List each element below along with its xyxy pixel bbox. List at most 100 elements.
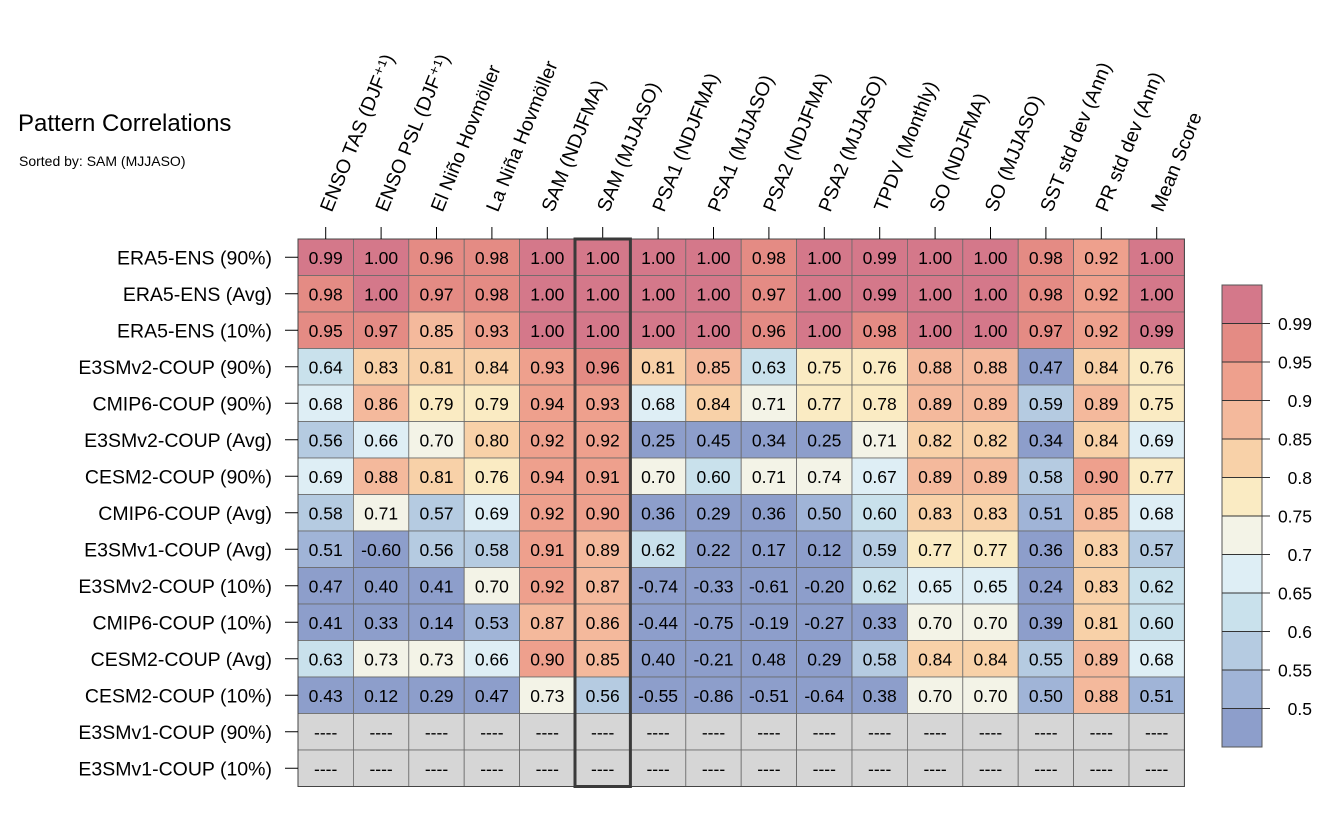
cell-value: 0.98	[1029, 248, 1063, 268]
cell-value: 0.91	[530, 540, 564, 560]
heatmap-cell	[1073, 494, 1130, 532]
cell-value: 0.81	[419, 357, 453, 377]
cell-value: 0.82	[918, 430, 952, 450]
heatmap-cell	[740, 238, 798, 276]
heatmap-cell	[1073, 421, 1130, 459]
heatmap-cell	[519, 494, 576, 532]
colorbar-label: 0.6	[1288, 622, 1312, 642]
heatmap-cell	[519, 384, 576, 422]
cell-value: 0.41	[419, 576, 453, 596]
cell-value: 0.56	[419, 540, 453, 560]
colorbar-swatch	[1222, 554, 1262, 593]
cell-value: 0.24	[1029, 576, 1063, 596]
cell-value: -0.86	[694, 686, 734, 706]
cell-value: 1.00	[586, 248, 620, 268]
row-labels: ERA5-ENS (90%) ERA5-ENS (Avg) ERA5-ENS (10…	[78, 247, 298, 780]
heatmap-cell	[1017, 457, 1075, 495]
cell-value: ----	[702, 722, 725, 742]
cell-value: ----	[591, 722, 614, 742]
heatmap-cell	[740, 275, 798, 313]
cell-value: 0.68	[1140, 503, 1174, 523]
cell-value: 0.89	[973, 467, 1007, 487]
cell-value: 0.51	[1140, 686, 1174, 706]
heatmap-cell	[740, 567, 798, 605]
cell-value: ----	[1145, 759, 1168, 779]
cell-value: 0.84	[1084, 357, 1118, 377]
cell-value: 0.84	[973, 649, 1007, 669]
heatmap-cell	[408, 603, 465, 641]
cell-value: 0.75	[807, 357, 841, 377]
cell-value: 0.75	[1140, 394, 1174, 414]
row-label: E3SMv1-COUP (90%)	[78, 722, 272, 744]
cell-value: 0.92	[1084, 284, 1118, 304]
heatmap-cell	[297, 640, 354, 678]
heatmap-cell	[1128, 567, 1185, 605]
heatmap-cell	[352, 567, 410, 605]
heatmap-cell	[796, 603, 853, 641]
heatmap-cell	[463, 348, 521, 386]
heatmap-cell	[574, 457, 631, 495]
cell-value: 0.48	[752, 649, 786, 669]
cell-value: 0.73	[419, 649, 453, 669]
heatmap-cell	[740, 348, 798, 386]
cell-value: 1.00	[807, 284, 841, 304]
heatmap-cell	[519, 676, 576, 714]
heatmap-cell	[962, 421, 1019, 459]
heatmap-cell	[297, 749, 354, 787]
row-label: CESM2-COUP (Avg)	[91, 649, 272, 671]
cell-value: 0.84	[475, 357, 509, 377]
cell-value: 0.66	[364, 430, 398, 450]
heatmap-cell	[962, 275, 1019, 313]
colorbar-swatch	[1222, 323, 1262, 362]
cell-value: 0.50	[807, 503, 841, 523]
cell-value: -0.61	[749, 576, 789, 596]
cell-value: ----	[757, 722, 780, 742]
cell-value: 0.88	[364, 467, 398, 487]
cell-value: 0.88	[973, 357, 1007, 377]
row-label: CESM2-COUP (10%)	[85, 685, 272, 707]
cell-value: 0.81	[1084, 613, 1118, 633]
cell-value: 0.68	[641, 394, 675, 414]
heatmap-cell	[740, 713, 798, 751]
colorbar-label: 0.85	[1278, 430, 1312, 450]
heatmap-cell	[740, 530, 798, 568]
heatmap-cell	[408, 494, 465, 532]
cell-value: 0.87	[530, 613, 564, 633]
heatmap-cell	[463, 384, 521, 422]
cell-value: 0.96	[752, 321, 786, 341]
cell-value: 1.00	[1140, 284, 1174, 304]
cell-value: ----	[1145, 722, 1168, 742]
cell-value: 0.59	[1029, 394, 1063, 414]
cell-value: 0.55	[1029, 649, 1063, 669]
heatmap-cell	[297, 603, 354, 641]
cell-value: 0.93	[530, 357, 564, 377]
cell-value: ----	[757, 759, 780, 779]
cell-value: 0.89	[918, 394, 952, 414]
heatmap-cell	[962, 640, 1019, 678]
row-label: E3SMv1-COUP (Avg)	[84, 539, 272, 561]
heatmap-cell	[1128, 311, 1185, 349]
heatmap-cell	[1073, 311, 1130, 349]
heatmap-cell	[408, 749, 465, 787]
cell-value: 0.99	[863, 248, 897, 268]
cell-value: 0.77	[1140, 467, 1174, 487]
cell-value: 0.68	[309, 394, 343, 414]
heatmap-cell	[1017, 311, 1075, 349]
cell-value: 0.70	[918, 686, 952, 706]
cell-value: 0.51	[309, 540, 343, 560]
heatmap-cell	[740, 749, 798, 787]
heatmap-cell	[851, 713, 908, 751]
cell-value: 1.00	[918, 248, 952, 268]
cell-value: 0.84	[1084, 430, 1118, 450]
heatmap-cell	[1073, 603, 1130, 641]
cell-value: 1.00	[364, 248, 398, 268]
cell-value: 0.83	[364, 357, 398, 377]
heatmap-cell	[1128, 275, 1185, 313]
heatmap-cell	[740, 384, 798, 422]
cell-value: 0.84	[918, 649, 952, 669]
cell-value: 0.92	[1084, 248, 1118, 268]
cell-value: -0.27	[804, 613, 844, 633]
cell-value: 0.99	[863, 284, 897, 304]
heatmap-cell	[796, 676, 853, 714]
